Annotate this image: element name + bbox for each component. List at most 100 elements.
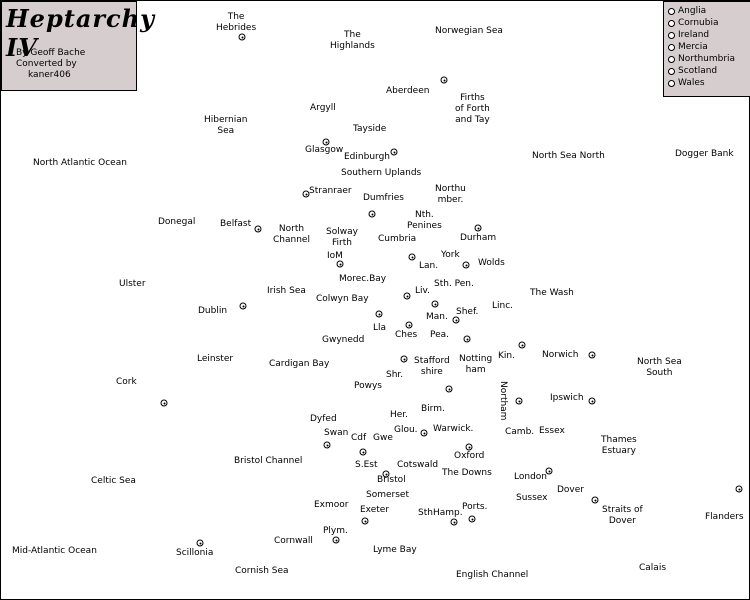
province-york[interactable]: York — [441, 250, 460, 260]
province-shef[interactable]: Shef. — [456, 307, 479, 317]
province-birm[interactable]: Birm. — [421, 404, 445, 414]
province-colwyn-bay[interactable]: Colwyn Bay — [316, 294, 369, 304]
province-linc[interactable]: Linc. — [492, 301, 514, 311]
province-cotswald[interactable]: Cotswald — [397, 460, 439, 470]
province-cumbria[interactable]: Cumbria — [378, 234, 417, 244]
province-dumfries[interactable]: Dumfries — [363, 193, 404, 203]
province-firths[interactable]: Firths of Forth and Tay — [455, 93, 490, 125]
province-irish-sea[interactable]: Irish Sea — [267, 286, 306, 296]
province-cardigan-bay[interactable]: Cardigan Bay — [269, 359, 330, 369]
province-lan[interactable]: Lan. — [419, 261, 439, 271]
province-london[interactable]: London — [514, 472, 547, 482]
radio-icon[interactable] — [668, 56, 675, 63]
province-northam[interactable]: Northam — [498, 381, 508, 421]
province-morec-bay[interactable]: Morec.Bay — [339, 274, 387, 284]
province-highlands[interactable]: The Highlands — [330, 30, 375, 51]
province-gwe[interactable]: Gwe — [373, 433, 393, 443]
province-calais[interactable]: Calais — [639, 563, 667, 573]
province-leinster[interactable]: Leinster — [197, 354, 234, 364]
province-belfast[interactable]: Belfast — [220, 219, 252, 229]
province-bristol-channel[interactable]: Bristol Channel — [234, 456, 303, 466]
province-straits[interactable]: Straits of Dover — [602, 505, 643, 526]
province-mid-atlantic[interactable]: Mid-Atlantic Ocean — [12, 546, 97, 556]
province-somerset[interactable]: Somerset — [366, 490, 409, 500]
province-north-atlantic[interactable]: North Atlantic Ocean — [33, 158, 127, 168]
province-camb[interactable]: Camb. — [505, 427, 535, 437]
province-ches[interactable]: Ches — [395, 330, 418, 340]
province-sth-pen[interactable]: Sth. Pen. — [434, 279, 474, 289]
province-dyfed[interactable]: Dyfed — [310, 414, 337, 424]
province-shr[interactable]: Shr. — [386, 370, 404, 380]
province-tayside[interactable]: Tayside — [353, 124, 387, 134]
province-warwick[interactable]: Warwick. — [433, 424, 474, 434]
province-lla[interactable]: Lla — [373, 323, 387, 333]
province-norwegian-sea[interactable]: Norwegian Sea — [435, 26, 503, 36]
province-donegal[interactable]: Donegal — [158, 217, 196, 227]
province-powys[interactable]: Powys — [354, 381, 382, 391]
radio-icon[interactable] — [668, 44, 675, 51]
province-stafford[interactable]: Stafford shire — [414, 356, 450, 377]
province-glou[interactable]: Glou. — [394, 425, 418, 435]
province-northumber[interactable]: Northu mber. — [435, 184, 466, 205]
province-thames[interactable]: Thames Estuary — [601, 435, 637, 456]
province-iom[interactable]: IoM — [327, 251, 343, 261]
province-cdf[interactable]: Cdf — [351, 433, 367, 443]
province-essex[interactable]: Essex — [539, 426, 565, 436]
province-nottingham[interactable]: Notting ham — [459, 354, 493, 375]
province-dublin[interactable]: Dublin — [198, 306, 228, 316]
province-exmoor[interactable]: Exmoor — [314, 500, 349, 510]
province-exeter[interactable]: Exeter — [360, 505, 390, 515]
radio-icon[interactable] — [668, 20, 675, 27]
province-plym[interactable]: Plym. — [323, 526, 348, 536]
legend-item-scotland[interactable]: Scotland — [668, 66, 717, 77]
province-oxford[interactable]: Oxford — [454, 451, 485, 461]
province-sthhamp[interactable]: SthHamp. — [418, 508, 463, 518]
province-swan[interactable]: Swan — [324, 428, 349, 438]
legend-item-anglia[interactable]: Anglia — [668, 6, 706, 17]
province-the-wash[interactable]: The Wash — [530, 288, 574, 298]
province-kin[interactable]: Kin. — [498, 351, 515, 361]
province-gwynedd[interactable]: Gwynedd — [322, 335, 365, 345]
province-north-sea-north[interactable]: North Sea North — [532, 151, 605, 161]
legend-item-ireland[interactable]: Ireland — [668, 30, 709, 41]
province-liv[interactable]: Liv. — [415, 286, 431, 296]
province-edinburgh[interactable]: Edinburgh — [344, 152, 390, 162]
province-hibernian-sea[interactable]: Hibernian Sea — [204, 115, 248, 136]
province-durham[interactable]: Durham — [460, 233, 497, 243]
province-ulster[interactable]: Ulster — [119, 279, 146, 289]
province-scillonia[interactable]: Scillonia — [176, 548, 214, 558]
province-english-channel[interactable]: English Channel — [456, 570, 529, 580]
radio-icon[interactable] — [668, 68, 675, 75]
radio-icon[interactable] — [668, 8, 675, 15]
province-sussex[interactable]: Sussex — [516, 493, 548, 503]
province-s-est[interactable]: S.Est — [355, 460, 378, 470]
province-aberdeen[interactable]: Aberdeen — [386, 86, 430, 96]
province-pea[interactable]: Pea. — [430, 330, 450, 340]
province-dover[interactable]: Dover — [557, 485, 584, 495]
province-dogger-bank[interactable]: Dogger Bank — [675, 149, 734, 159]
radio-icon[interactable] — [668, 32, 675, 39]
province-north-channel[interactable]: North Channel — [273, 224, 310, 245]
province-glasgow[interactable]: Glasgow — [305, 145, 344, 155]
province-bristol[interactable]: Bristol — [377, 475, 406, 485]
province-norwich[interactable]: Norwich — [542, 350, 579, 360]
radio-icon[interactable] — [668, 80, 675, 87]
legend-item-mercia[interactable]: Mercia — [668, 42, 708, 53]
legend-item-wales[interactable]: Wales — [668, 78, 705, 89]
province-lyme-bay[interactable]: Lyme Bay — [373, 545, 417, 555]
province-ports[interactable]: Ports. — [462, 502, 488, 512]
province-her[interactable]: Her. — [390, 410, 409, 420]
province-ipswich[interactable]: Ipswich — [550, 393, 584, 403]
province-wolds[interactable]: Wolds — [478, 258, 505, 268]
province-the-downs[interactable]: The Downs — [442, 468, 492, 478]
province-cork[interactable]: Cork — [116, 377, 137, 387]
province-nth-penines[interactable]: Nth. Penines — [407, 210, 442, 231]
province-hebrides[interactable]: The Hebrides — [216, 12, 257, 33]
province-southern-uplands[interactable]: Southern Uplands — [341, 168, 422, 178]
province-north-sea-south[interactable]: North Sea South — [637, 357, 682, 378]
province-stranraer[interactable]: Stranraer — [309, 186, 352, 196]
province-celtic-sea[interactable]: Celtic Sea — [91, 476, 136, 486]
province-argyll[interactable]: Argyll — [310, 103, 336, 113]
legend-item-cornubia[interactable]: Cornubia — [668, 18, 718, 29]
province-solway-firth[interactable]: Solway Firth — [326, 227, 358, 248]
